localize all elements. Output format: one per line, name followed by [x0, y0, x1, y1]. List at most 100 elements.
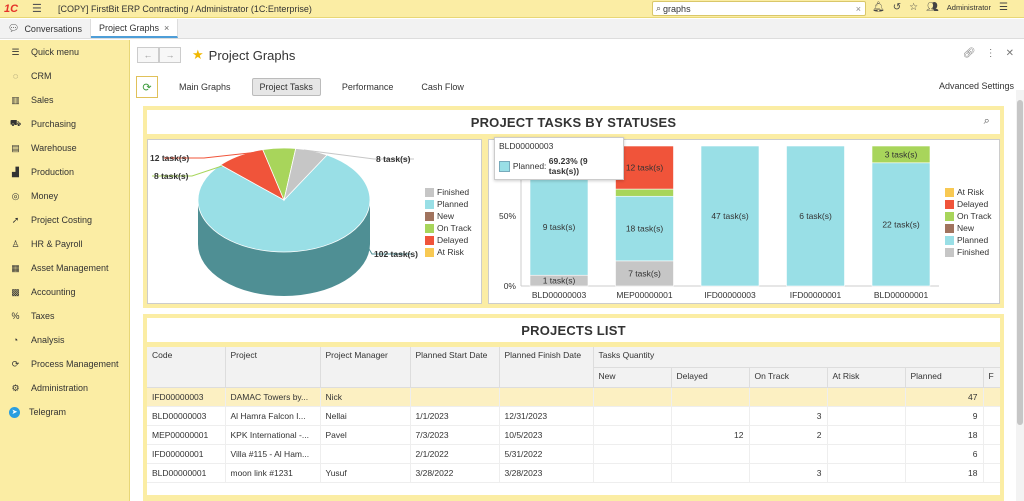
- sidebar-item-hr-payroll[interactable]: ♙ HR & Payroll: [0, 232, 129, 256]
- close-tab-icon[interactable]: ×: [164, 22, 170, 33]
- tab-cash-flow[interactable]: Cash Flow: [421, 82, 464, 92]
- tab-project-graphs[interactable]: Project Graphs ×: [90, 19, 179, 38]
- legend-label: Delayed: [957, 199, 989, 209]
- col-header-on-track[interactable]: On Track: [749, 367, 828, 388]
- bar-segment[interactable]: [871, 145, 931, 164]
- pie-chart[interactable]: 102 task(s) 8 task(s) 12 task(s) 8 task(s): [148, 140, 481, 303]
- col-header-start[interactable]: Planned Start Date: [410, 347, 500, 388]
- tooltip-row: Planned: 69.23% (9 task(s)): [499, 156, 619, 176]
- page-title: Project Graphs: [208, 47, 296, 63]
- sidebar-item-label: Process Management: [31, 359, 119, 369]
- legend-swatch: [425, 247, 434, 257]
- sidebar-item-analysis[interactable]: ◔ Analysis: [0, 328, 129, 352]
- clear-search-icon[interactable]: ×: [855, 3, 861, 14]
- cell-finish: 10/5/2023: [499, 425, 594, 445]
- bar-segment[interactable]: [871, 162, 931, 287]
- sidebar-item-asset-management[interactable]: ▦ Asset Management: [0, 256, 129, 280]
- close-icon[interactable]: ✕: [1005, 48, 1014, 59]
- col-header-finish[interactable]: Planned Finish Date: [499, 347, 594, 388]
- history-icon[interactable]: ↺: [892, 2, 902, 13]
- table-row[interactable]: MEP00000001 KPK International -... Pavel 7/…: [147, 425, 1000, 445]
- settings-menu-icon[interactable]: ☰: [998, 2, 1008, 13]
- sidebar-item-project-costing[interactable]: ➚ Project Costing: [0, 208, 129, 232]
- col-header-delayed[interactable]: Delayed: [671, 367, 750, 388]
- col-header-manager[interactable]: Project Manager: [320, 347, 411, 388]
- cell-f: [983, 387, 1000, 407]
- tooltip-swatch: [499, 160, 510, 172]
- table-row[interactable]: IFD00000003 DAMAC Towers by... Nick 47: [147, 387, 1000, 407]
- tab-performance[interactable]: Performance: [341, 82, 394, 92]
- cell-finish: [499, 387, 594, 407]
- factory-icon: ▟: [12, 166, 19, 177]
- vertical-scrollbar[interactable]: [1016, 90, 1024, 501]
- legend-item: Delayed: [945, 198, 991, 210]
- sidebar-item-sales[interactable]: ▥ Sales: [0, 88, 129, 112]
- cell-planned: 18: [905, 463, 984, 483]
- tab-label: Conversations: [24, 23, 82, 34]
- zoom-icon[interactable]: ⌕: [983, 115, 990, 127]
- user-name[interactable]: Administrator: [946, 3, 991, 12]
- sidebar-item-warehouse[interactable]: ▤ Warehouse: [0, 136, 129, 160]
- bar-segment[interactable]: [615, 260, 674, 287]
- col-header-project[interactable]: Project: [225, 347, 321, 388]
- sidebar-item-production[interactable]: ▟ Production: [0, 160, 129, 184]
- global-search[interactable]: ⌕ graphs ×: [652, 1, 866, 16]
- sidebar-item-telegram[interactable]: ➤ Telegram: [0, 400, 129, 424]
- bar-segment[interactable]: [615, 145, 674, 190]
- legend-swatch: [945, 211, 954, 221]
- col-header-new[interactable]: New: [593, 367, 672, 388]
- main-menu-icon[interactable]: ☰: [32, 3, 42, 15]
- sidebar-item-taxes[interactable]: % Taxes: [0, 304, 129, 328]
- bar-data-label: 3 task(s): [885, 149, 918, 159]
- table-row[interactable]: IFD00000001 Villa #115 - Al Ham... 2/1/202…: [147, 444, 1000, 464]
- search-input[interactable]: graphs: [663, 3, 691, 14]
- sidebar-item-label: Warehouse: [31, 143, 77, 153]
- sidebar-item-process-management[interactable]: ⟳ Process Management: [0, 352, 129, 376]
- sidebar-item-money[interactable]: ◎ Money: [0, 184, 129, 208]
- legend-swatch: [425, 223, 434, 233]
- col-header-planned[interactable]: Planned: [905, 367, 984, 388]
- bar-segment[interactable]: [529, 178, 589, 276]
- main-content: ← → ★ Project Graphs 🔗︎ ⋮ ✕ ⟳ Main Graph…: [131, 40, 1024, 501]
- refresh-button[interactable]: ⟳: [136, 76, 158, 98]
- advanced-settings-link[interactable]: Advanced Settings: [938, 81, 1014, 91]
- favorites-icon[interactable]: ☆: [909, 2, 919, 13]
- sidebar-item-crm[interactable]: ◌ CRM: [0, 64, 129, 88]
- sidebar-item-quick-menu[interactable]: ☰ Quick menu: [0, 40, 129, 64]
- col-header-at-risk[interactable]: At Risk: [827, 367, 906, 388]
- col-header-tasks-quantity[interactable]: Tasks Quantity: [593, 347, 1000, 368]
- cell-on-track: 3: [749, 463, 828, 483]
- table-row[interactable]: BLD00000003 Al Hamra Falcon I... Nellai 1/1…: [147, 406, 1000, 426]
- more-icon[interactable]: ⋮: [985, 48, 996, 59]
- tab-conversations[interactable]: 💬︎ Conversations: [0, 19, 91, 38]
- cell-planned: 9: [905, 406, 984, 426]
- section-title: PROJECTS LIST: [147, 318, 1000, 342]
- table-row[interactable]: BLD00000001 moon link #1231 Yusuf 3/28/2022…: [147, 463, 1000, 483]
- cell-finish: 12/31/2023: [499, 406, 594, 426]
- back-button[interactable]: ←: [137, 47, 159, 63]
- sidebar-item-purchasing[interactable]: ⛟ Purchasing: [0, 112, 129, 136]
- sidebar-item-accounting[interactable]: ▩ Accounting: [0, 280, 129, 304]
- link-icon[interactable]: 🔗︎: [962, 48, 976, 59]
- pie-slice-planned[interactable]: [197, 154, 371, 253]
- open-tabs-bar: 💬︎ Conversations Project Graphs ×: [0, 19, 1024, 39]
- sidebar-item-administration[interactable]: ⚙ Administration: [0, 376, 129, 400]
- forward-button[interactable]: →: [159, 47, 181, 63]
- pie-slice-label: 8 task(s): [376, 154, 411, 164]
- favorite-star-icon[interactable]: ★: [192, 47, 204, 62]
- scrollbar-thumb[interactable]: [1017, 100, 1023, 425]
- legend-swatch: [945, 199, 954, 209]
- legend-label: New: [957, 223, 975, 233]
- tab-project-tasks[interactable]: Project Tasks: [251, 78, 321, 96]
- bell-icon[interactable]: 🔔︎: [872, 2, 885, 13]
- bar-segment[interactable]: [700, 145, 760, 287]
- col-header-code[interactable]: Code: [147, 347, 226, 388]
- user-icon[interactable]: 👥︎: [926, 2, 939, 13]
- bar-segment[interactable]: [786, 145, 845, 287]
- tab-main-graphs[interactable]: Main Graphs: [179, 82, 231, 92]
- cell-start: 1/1/2023: [410, 406, 500, 426]
- col-header-f[interactable]: F: [983, 367, 1000, 388]
- cell-on-track: [749, 387, 828, 407]
- bar-segment[interactable]: [615, 188, 674, 197]
- legend-item: At Risk: [945, 186, 991, 198]
